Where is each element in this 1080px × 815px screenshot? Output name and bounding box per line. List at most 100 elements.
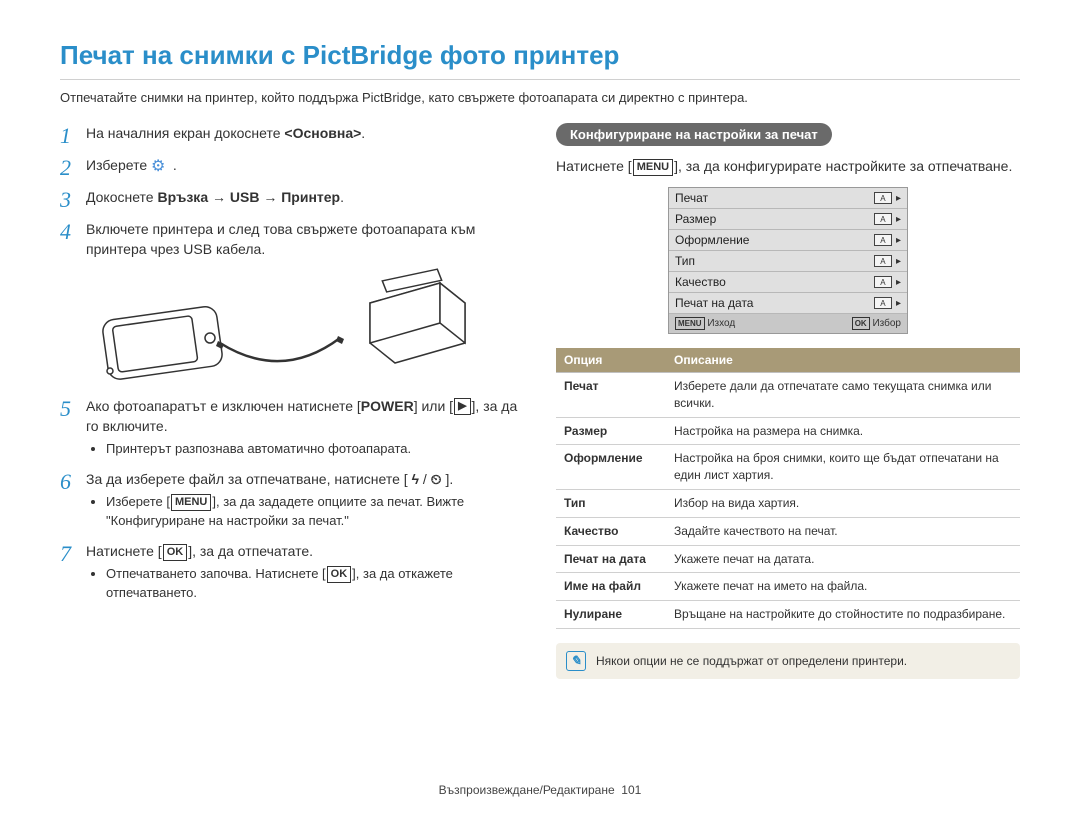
desc-cell: Настройка на броя снимки, които ще бъдат… <box>666 445 1020 490</box>
step-mid: ] или [ <box>414 398 453 414</box>
desc-cell: Укажете печат на името на файла. <box>666 573 1020 601</box>
chevron-right-icon: ▸ <box>896 298 901 309</box>
step-bold: <Основна> <box>284 125 361 141</box>
option-cell: Име на файл <box>556 573 666 601</box>
content-columns: 1 На началния екран докоснете <Основна>.… <box>60 123 1020 679</box>
lcd-indicator: A▸ <box>874 192 901 204</box>
desc-cell: Връщане на настройките до стойностите по… <box>666 601 1020 629</box>
lcd-row: Печат A▸ <box>669 188 907 209</box>
table-row: Име на файлУкажете печат на името на фай… <box>556 573 1020 601</box>
ok-key: OK <box>163 544 188 561</box>
option-cell: Качество <box>556 517 666 545</box>
footer-section: Възпроизвеждане/Редактиране <box>439 783 615 797</box>
step-bullets: Принтерът разпознава автоматично фотоапа… <box>96 440 524 459</box>
table-row: КачествоЗадайте качеството на печат. <box>556 517 1020 545</box>
lcd-label: Качество <box>675 275 726 289</box>
step-suffix: . <box>361 125 365 141</box>
menu-button-icon: MENU <box>675 317 705 330</box>
intro-text: Отпечатайте снимки на принтер, който под… <box>60 90 1020 105</box>
step-6: 6 За да изберете файл за отпечатване, на… <box>60 469 524 533</box>
lcd-auto-icon: A <box>874 213 892 225</box>
step-body: Изберете . <box>86 155 524 175</box>
step-text: Изберете <box>86 157 151 173</box>
lcd-row: Тип A ▸ <box>669 251 907 272</box>
lcd-menu-group: MENU Изход <box>675 317 735 330</box>
lcd-exit-label: Изход <box>707 318 735 329</box>
play-key-icon: ▶ <box>454 398 470 415</box>
right-intro: Натиснете [MENU], за да конфигурирате на… <box>556 156 1020 177</box>
step-text: За да изберете файл за отпечатване, нати… <box>86 471 412 487</box>
step-bold: Връзка → USB → Принтер <box>157 189 340 205</box>
step-body: Ако фотоапаратът е изключен натиснете [P… <box>86 396 524 461</box>
ok-button-icon: OK <box>852 317 870 330</box>
step-2: 2 Изберете . <box>60 155 524 179</box>
lcd-auto-icon: A <box>874 276 892 288</box>
lcd-label: Печат <box>675 191 708 205</box>
lcd-label: Тип <box>675 254 695 268</box>
right-column: Конфигуриране на настройки за печат Нати… <box>556 123 1020 679</box>
info-icon: ✎ <box>566 651 586 671</box>
lcd-row: Печат на дата A▸ <box>669 293 907 314</box>
table-row: ТипИзбор на вида хартия. <box>556 489 1020 517</box>
timer-icon: ⏲ <box>431 471 442 487</box>
lcd-footer: MENU Изход OK Избор <box>669 314 907 333</box>
lcd-ok-group: OK Избор <box>852 317 901 330</box>
step-1: 1 На началния екран докоснете <Основна>. <box>60 123 524 147</box>
menu-key: MENU <box>633 159 673 176</box>
chevron-right-icon: ▸ <box>896 193 901 204</box>
page-footer: Възпроизвеждане/Редактиране 101 <box>0 783 1080 797</box>
lcd-label: Размер <box>675 212 716 226</box>
lcd-indicator: A▸ <box>874 213 901 225</box>
chevron-right-icon: ▸ <box>896 214 901 225</box>
step-5: 5 Ако фотоапаратът е изключен натиснете … <box>60 396 524 461</box>
step-number: 1 <box>60 123 86 147</box>
gear-icon <box>151 157 169 175</box>
menu-key: MENU <box>171 494 211 511</box>
flash-icon: ϟ <box>412 471 419 487</box>
step-number: 6 <box>60 469 86 493</box>
option-cell: Печат на дата <box>556 545 666 573</box>
chevron-right-icon: ▸ <box>896 256 901 267</box>
step-4: 4 Включете принтера и след това свържете… <box>60 219 524 260</box>
ok-key: OK <box>327 566 352 583</box>
lcd-panel: Печат A▸ Размер A▸ Оформление A▸ Тип A▸ … <box>668 187 908 334</box>
bullet-prefix: Изберете [ <box>106 494 170 509</box>
step-text: Ако фотоапаратът е изключен натиснете [ <box>86 398 361 414</box>
lcd-label: Оформление <box>675 233 749 247</box>
col-option: Опция <box>556 348 666 373</box>
desc-cell: Настройка на размера на снимка. <box>666 417 1020 445</box>
bullet-item: Изберете [MENU], за да зададете опциите … <box>106 493 524 531</box>
table-row: ПечатИзберете дали да отпечатате само те… <box>556 373 1020 418</box>
step-suffix: ]. <box>442 471 454 487</box>
step-number: 5 <box>60 396 86 420</box>
col-desc: Описание <box>666 348 1020 373</box>
step-3: 3 Докоснете Връзка → USB → Принтер. <box>60 187 524 211</box>
option-cell: Оформление <box>556 445 666 490</box>
step-number: 4 <box>60 219 86 243</box>
step-body: Натиснете [OK], за да отпечатате. Отпеча… <box>86 541 524 605</box>
lcd-indicator: A▸ <box>874 297 901 309</box>
option-cell: Нулиране <box>556 601 666 629</box>
power-key-text: POWER <box>361 398 414 414</box>
step-suffix: . <box>340 189 344 205</box>
desc-cell: Изберете дали да отпечатате само текущат… <box>666 373 1020 418</box>
right-intro-prefix: Натиснете [ <box>556 158 632 174</box>
lcd-auto-icon: A <box>874 297 892 309</box>
desc-cell: Избор на вида хартия. <box>666 489 1020 517</box>
chevron-right-icon: ▸ <box>896 277 901 288</box>
step-number: 7 <box>60 541 86 565</box>
lcd-row: Оформление A▸ <box>669 230 907 251</box>
step-bullets: Отпечатването започва. Натиснете [OK], з… <box>96 565 524 603</box>
step-body: Включете принтера и след това свържете ф… <box>86 219 524 260</box>
lcd-row: Размер A▸ <box>669 209 907 230</box>
bullet-item: Отпечатването започва. Натиснете [OK], з… <box>106 565 524 603</box>
step-body: На началния екран докоснете <Основна>. <box>86 123 524 143</box>
step-suffix: ], за да отпечатате. <box>188 543 313 559</box>
step-bullets: Изберете [MENU], за да зададете опциите … <box>96 493 524 531</box>
chevron-right-icon: ▸ <box>896 235 901 246</box>
table-row: ОформлениеНастройка на броя снимки, коит… <box>556 445 1020 490</box>
section-tab: Конфигуриране на настройки за печат <box>556 123 832 146</box>
bullet-item: Принтерът разпознава автоматично фотоапа… <box>106 440 524 459</box>
lcd-auto-icon: A <box>874 255 892 267</box>
step-7: 7 Натиснете [OK], за да отпечатате. Отпе… <box>60 541 524 605</box>
